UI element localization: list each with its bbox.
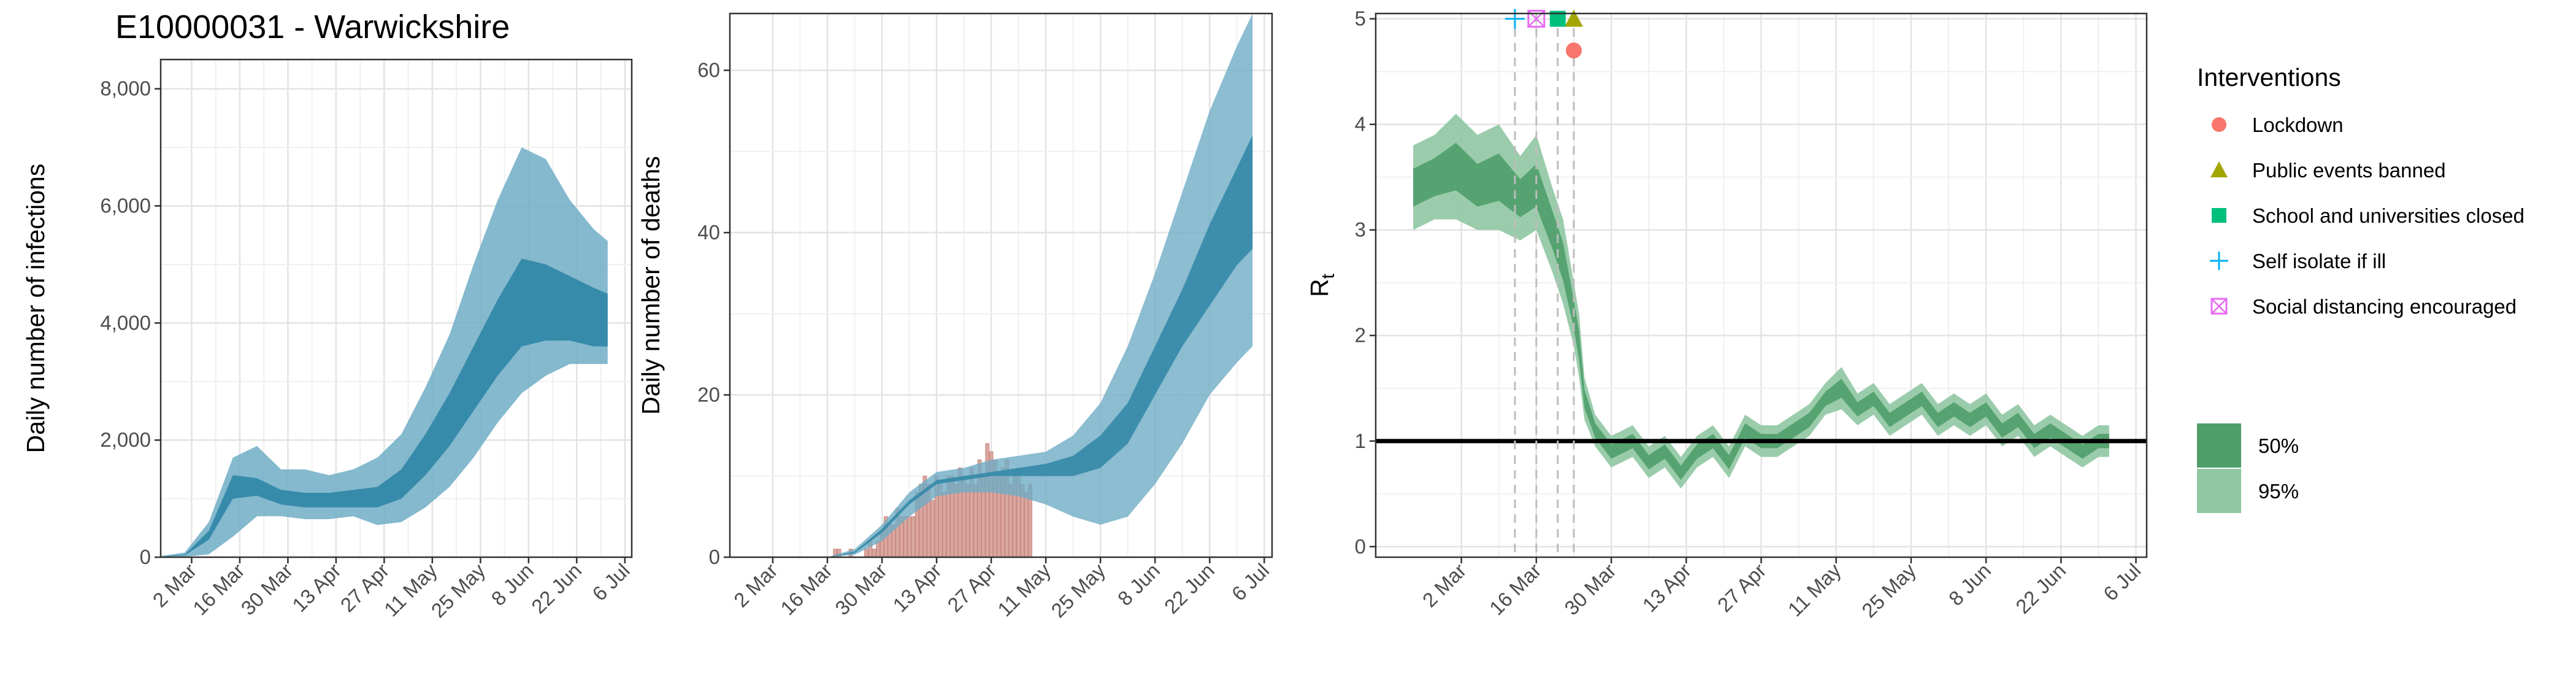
boxcross-icon bbox=[2211, 298, 2227, 314]
intervention-marker bbox=[1505, 9, 1525, 29]
y-tick-label: 1 bbox=[1355, 430, 1366, 452]
x-tick-label: 22 Jun bbox=[1160, 559, 1219, 618]
observed-death-bar bbox=[942, 492, 947, 558]
observed-deaths-bars bbox=[833, 443, 1033, 558]
panel-border bbox=[159, 58, 633, 558]
x-tick-label: 27 Apr bbox=[943, 559, 1000, 617]
lockdown-icon bbox=[1565, 42, 1582, 59]
x-tick-label: 16 Mar bbox=[776, 559, 837, 620]
y-axis-label: Rt bbox=[1305, 273, 1338, 297]
deaths-band-95 bbox=[827, 14, 1253, 557]
y-tick-label: 0 bbox=[709, 546, 720, 568]
square-icon bbox=[2212, 208, 2226, 223]
rt-band-95 bbox=[1413, 114, 2109, 489]
observed-death-bar bbox=[930, 500, 935, 558]
legend-item-label: Self isolate if ill bbox=[2252, 250, 2386, 272]
x-tick-label: 30 Mar bbox=[830, 559, 891, 620]
observed-death-bar bbox=[864, 549, 868, 558]
interventions-legend: Interventions Lockdown Public events banne… bbox=[2197, 63, 2524, 513]
x-tick-label: 25 May bbox=[427, 558, 490, 622]
band-swatch bbox=[2197, 469, 2241, 513]
band-swatch bbox=[2197, 423, 2241, 468]
observed-death-bar bbox=[907, 516, 911, 558]
y-tick-label: 6,000 bbox=[100, 195, 151, 217]
deaths-band-50 bbox=[827, 135, 1253, 557]
x-tick-label: 6 Jul bbox=[1227, 559, 1273, 605]
observed-death-bar bbox=[872, 549, 876, 558]
x-tick-label: 13 Apr bbox=[888, 559, 946, 617]
x-tick-label: 30 Mar bbox=[1560, 559, 1620, 620]
triangle-icon bbox=[1564, 9, 1583, 27]
observed-death-bar bbox=[965, 484, 970, 558]
legend-item-label: Lockdown bbox=[2252, 114, 2344, 136]
x-tick-label: 6 Jul bbox=[2099, 559, 2145, 605]
legend-title: Interventions bbox=[2197, 63, 2341, 91]
observed-death-bar bbox=[911, 516, 916, 558]
y-tick-label: 0 bbox=[1355, 535, 1366, 558]
y-tick-label: 20 bbox=[697, 384, 720, 406]
intervention-marker bbox=[2212, 117, 2226, 132]
rt-panel: 0 1 2 3 4 5 2 Mar 16 Mar 30 Mar 13 Apr 27 Apr 11 Ma… bbox=[1305, 7, 2148, 622]
x-tick-label: 8 Jun bbox=[1944, 559, 1995, 610]
x-tick-label: 2 Mar bbox=[729, 559, 782, 612]
intervention-marker bbox=[1564, 9, 1583, 27]
x-tick-label: 13 Apr bbox=[1638, 559, 1696, 617]
x-tick-label: 8 Jun bbox=[1113, 559, 1164, 610]
y-tick-label: 4,000 bbox=[100, 311, 151, 334]
x-tick-label: 25 May bbox=[1046, 558, 1110, 622]
x-tick-label: 13 Apr bbox=[288, 559, 345, 617]
x-tick-label: 6 Jul bbox=[588, 559, 634, 605]
intervention-marker bbox=[2210, 161, 2228, 177]
panel-border bbox=[729, 12, 1273, 558]
page-title: E10000031 - Warwickshire bbox=[115, 9, 510, 45]
x-tick-label: 27 Apr bbox=[1713, 559, 1771, 617]
legend-item-label: Social distancing encouraged bbox=[2252, 295, 2517, 318]
band-label: 95% bbox=[2258, 480, 2299, 503]
y-tick-label: 8,000 bbox=[100, 77, 151, 100]
infections-band-95 bbox=[161, 147, 608, 558]
intervention-marker bbox=[2210, 252, 2228, 270]
boxcross-icon bbox=[2210, 298, 2228, 315]
triangle-icon bbox=[2210, 161, 2228, 177]
x-tick-label: 25 May bbox=[1857, 558, 1920, 622]
y-tick-label: 2 bbox=[1355, 324, 1366, 347]
y-axis-label-subscript: t bbox=[1318, 273, 1338, 279]
intervention-marker bbox=[2212, 208, 2226, 223]
infections-band-50 bbox=[161, 258, 608, 557]
legend-item-label: Public events banned bbox=[2252, 159, 2446, 182]
y-tick-label: 60 bbox=[697, 59, 720, 82]
x-tick-label: 16 Mar bbox=[1485, 559, 1546, 620]
x-tick-label: 11 May bbox=[993, 558, 1055, 620]
intervention-marker bbox=[2210, 298, 2228, 315]
observed-death-bar bbox=[903, 516, 908, 558]
x-tick-label: 30 Mar bbox=[237, 559, 297, 620]
intervention-marker bbox=[1565, 42, 1582, 59]
lockdown-icon bbox=[2212, 117, 2226, 132]
band-label: 50% bbox=[2258, 434, 2299, 457]
y-tick-label: 3 bbox=[1355, 218, 1366, 241]
observed-death-bar bbox=[1024, 492, 1029, 558]
legend-item-label: School and universities closed bbox=[2252, 204, 2524, 227]
x-tick-label: 22 Jun bbox=[2011, 559, 2070, 618]
y-tick-label: 0 bbox=[140, 546, 151, 568]
y-axis-label: Daily number of infections bbox=[21, 164, 50, 453]
y-axis-label: Daily number of deaths bbox=[637, 156, 665, 415]
y-tick-label: 40 bbox=[697, 221, 720, 244]
observed-death-bar bbox=[954, 484, 959, 558]
x-tick-label: 22 Jun bbox=[527, 559, 586, 618]
y-tick-label: 4 bbox=[1355, 113, 1366, 136]
rt-band-50 bbox=[1413, 142, 2109, 480]
y-tick-label: 5 bbox=[1355, 7, 1366, 30]
boxcross-icon bbox=[1527, 10, 1546, 28]
x-tick-label: 11 May bbox=[1784, 558, 1846, 620]
observed-death-bar bbox=[973, 484, 978, 558]
x-tick-label: 2 Mar bbox=[1418, 559, 1471, 612]
y-tick-label: 2,000 bbox=[100, 428, 151, 451]
x-tick-label: 16 Mar bbox=[188, 559, 249, 620]
